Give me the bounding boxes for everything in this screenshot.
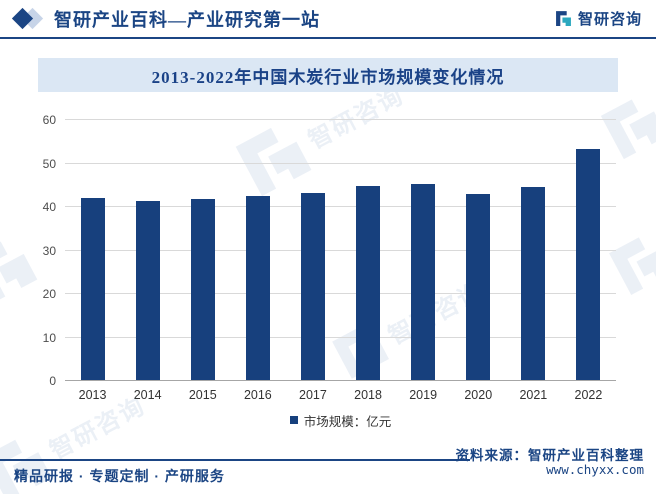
bar xyxy=(245,195,270,380)
x-axis-line xyxy=(65,380,616,381)
gridline xyxy=(65,162,616,164)
bar-chart-plot-area: 0 10 20 30 40 50 60 2013 2014 2015 2016 2017 2018 201… xyxy=(43,113,616,402)
gridline xyxy=(65,336,616,338)
y-axis-tick-label: 40 xyxy=(42,200,56,214)
x-axis-tick-label: 2013 xyxy=(78,388,107,402)
x-axis-tick-label: 2018 xyxy=(354,388,382,402)
y-axis-tick-label: 60 xyxy=(42,113,56,127)
header-logo: 智研咨询 xyxy=(555,8,642,29)
bar xyxy=(411,183,436,380)
legend: 市场规模：亿元 xyxy=(65,412,616,429)
footer-source: 资料来源：智研产业百科整理 xyxy=(455,448,644,463)
x-axis-tick-label: 2020 xyxy=(464,388,493,402)
bar xyxy=(356,185,381,380)
bar xyxy=(80,197,105,380)
y-axis-tick-label: 50 xyxy=(42,156,56,171)
chart-title-banner: 2013-2022年中国木炭行业市场规模变化情况 xyxy=(38,58,618,92)
x-axis-tick-label: 2019 xyxy=(409,388,438,402)
bar xyxy=(190,199,215,380)
bar xyxy=(576,149,601,380)
gridline xyxy=(65,249,616,251)
x-axis-tick-label: 2015 xyxy=(188,388,217,402)
zhiyan-logo-text: 智研咨询 xyxy=(577,11,642,28)
bar xyxy=(300,192,325,380)
brand-title: 智研产业百科—产业研究第一站 xyxy=(54,9,320,30)
x-axis-tick-label: 2021 xyxy=(519,388,548,402)
bar xyxy=(466,194,491,380)
brand-diamond-icon xyxy=(11,7,44,30)
footer-website: www.chyxx.com xyxy=(546,462,644,477)
x-axis-tick-label: 2014 xyxy=(133,388,162,402)
x-axis-tick-label: 2016 xyxy=(243,388,272,402)
footer-divider xyxy=(0,459,470,461)
y-axis-tick-label: 0 xyxy=(49,374,56,388)
gridline xyxy=(65,293,616,294)
zhiyan-logo-icon xyxy=(556,11,571,26)
gridline xyxy=(65,119,616,120)
x-axis-tick-label: 2017 xyxy=(299,388,327,402)
header: 智研产业百科—产业研究第一站 智研咨询 xyxy=(0,0,656,39)
bar xyxy=(135,200,160,380)
chart-title: 2013-2022年中国木炭行业市场规模变化情况 xyxy=(151,67,505,87)
footer-slogan: 精品研报 · 专题定制 · 产研服务 xyxy=(14,468,225,484)
legend-marker xyxy=(289,416,298,424)
x-axis-tick-label: 2022 xyxy=(574,388,603,402)
y-axis-tick-label: 10 xyxy=(42,330,56,345)
y-axis-tick-label: 20 xyxy=(42,287,56,301)
gridline xyxy=(65,206,616,207)
y-axis-tick-label: 30 xyxy=(42,243,56,258)
legend-label: 市场规模：亿元 xyxy=(303,414,392,429)
bar xyxy=(521,186,546,380)
